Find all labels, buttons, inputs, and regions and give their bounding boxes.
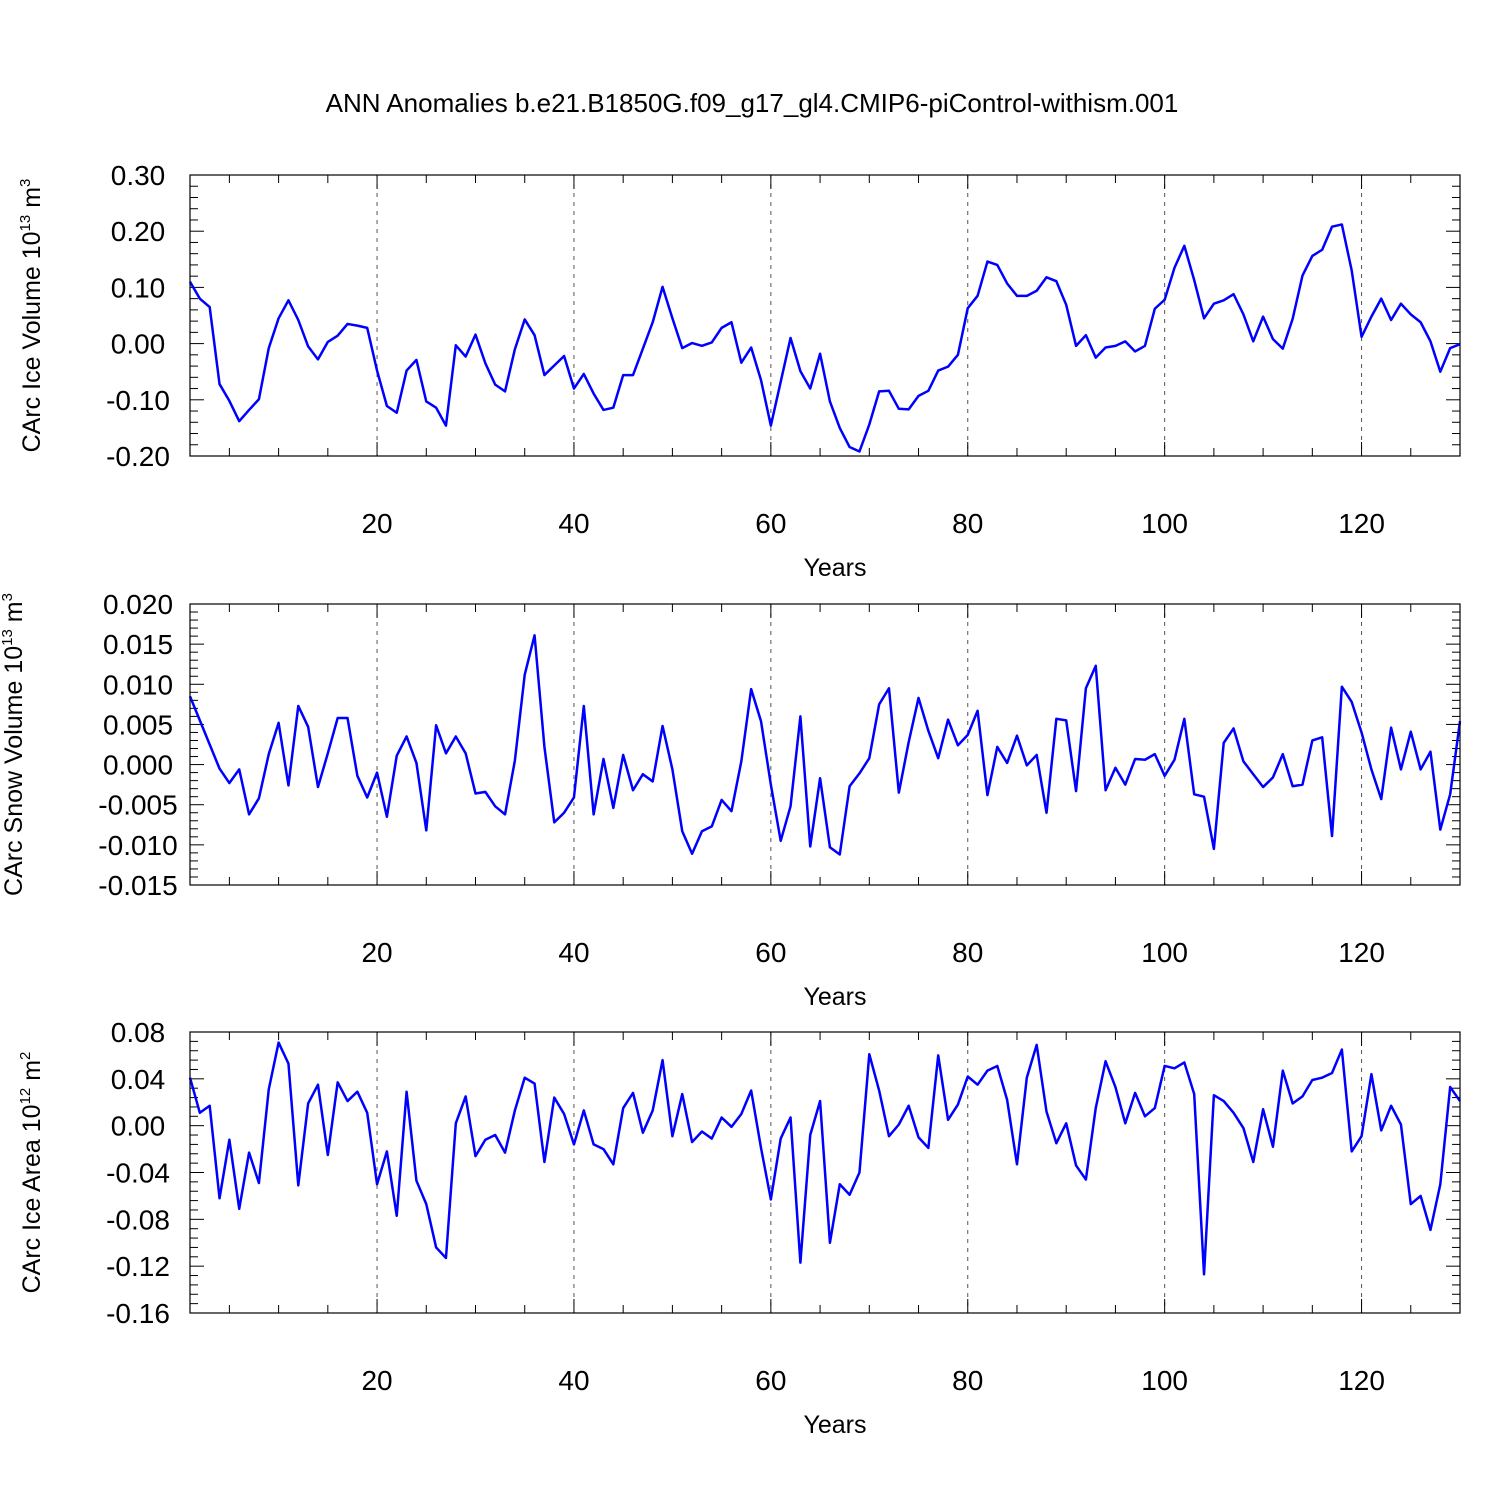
x-tick-label: 120 <box>1338 508 1385 539</box>
chart-panel-3: 0.08 0.04 0.00 -0.04 -0.08 -0.12 -0.16 20 40 60 80… <box>17 1017 1462 1439</box>
x-tick-label: 40 <box>558 508 589 539</box>
y-tick-label: 0.015 <box>103 629 173 660</box>
y-tick-label: -0.04 <box>106 1158 170 1189</box>
series-line <box>188 634 1462 856</box>
series-line <box>188 1041 1462 1276</box>
y-axis-title-part: CArc Ice Area 10 <box>18 1104 46 1293</box>
x-tick-label: 100 <box>1141 937 1188 968</box>
y-tick-label: -0.08 <box>106 1204 170 1235</box>
y-tick-label: 0.00 <box>111 1111 166 1142</box>
y-axis-title-part: CArc Ice Volume 10 <box>18 231 46 452</box>
y-tick-label: 0.30 <box>111 160 166 191</box>
y-tick-label: 0.20 <box>111 216 166 247</box>
y-tick-label: -0.20 <box>106 441 170 472</box>
y-axis-title: CArc Snow Volume 1013 m3 <box>0 593 28 896</box>
x-tick-label: 100 <box>1141 1365 1188 1396</box>
y-tick-label: 0.00 <box>111 329 166 360</box>
y-axis-title: CArc Ice Area 1012 m2 <box>17 1052 46 1294</box>
y-tick-label: 0.04 <box>111 1064 166 1095</box>
x-tick-label: 100 <box>1141 508 1188 539</box>
x-axis-title: Years <box>803 554 866 582</box>
chart-panel-2: 0.020 0.015 0.010 0.005 0.000 -0.005 -0.010 -0.… <box>0 589 1462 1011</box>
y-tick-label: -0.010 <box>98 830 177 861</box>
plot-frame <box>189 603 1461 886</box>
x-tick-label: 80 <box>952 937 983 968</box>
x-tick-label: 120 <box>1338 1365 1385 1396</box>
x-tick-label: 20 <box>361 937 392 968</box>
y-tick-label: -0.015 <box>98 870 177 901</box>
y-axis-title-part: CArc Snow Volume 10 <box>0 646 28 896</box>
series-line <box>188 223 1461 453</box>
y-axis-title-superscript: 3 <box>17 179 34 187</box>
plot-frame <box>189 174 1461 457</box>
y-axis-title: CArc Ice Volume 1013 m3 <box>17 179 46 453</box>
y-tick-label: 0.10 <box>111 272 166 303</box>
page-title: ANN Anomalies b.e21.B1850G.f09_g17_gl4.C… <box>326 88 1179 118</box>
x-axis-title: Years <box>803 983 866 1011</box>
y-axis-title-superscript: 3 <box>0 593 16 601</box>
x-tick-label: 80 <box>952 1365 983 1396</box>
x-tick-label: 60 <box>755 508 786 539</box>
y-axis-title-superscript: 13 <box>0 629 16 646</box>
y-tick-label: 0.010 <box>103 669 173 700</box>
y-axis-title-part: m <box>18 187 46 215</box>
y-axis-title-part: m <box>0 601 28 629</box>
y-axis-title-superscript: 12 <box>17 1088 34 1105</box>
x-tick-label: 120 <box>1338 937 1385 968</box>
y-axis-title-superscript: 2 <box>17 1052 34 1060</box>
x-tick-label: 60 <box>755 937 786 968</box>
x-tick-label: 40 <box>558 1365 589 1396</box>
y-tick-label: -0.16 <box>106 1298 170 1329</box>
y-tick-label: 0.08 <box>111 1017 166 1048</box>
x-tick-label: 20 <box>361 508 392 539</box>
y-tick-label: -0.12 <box>106 1251 170 1282</box>
y-tick-label: 0.005 <box>103 709 173 740</box>
y-tick-label: -0.10 <box>106 385 170 416</box>
x-tick-label: 20 <box>361 1365 392 1396</box>
x-axis-title: Years <box>803 1411 866 1439</box>
x-tick-label: 80 <box>952 508 983 539</box>
y-tick-label: 0.020 <box>103 589 173 620</box>
chart-panel-1: 0.30 0.20 0.10 0.00 -0.10 -0.20 20 40 60 80 100 120… <box>17 160 1461 582</box>
x-tick-label: 60 <box>755 1365 786 1396</box>
y-axis-title-superscript: 13 <box>17 215 34 232</box>
y-axis-title-part: m <box>18 1060 46 1088</box>
plot-frame <box>189 1031 1461 1314</box>
y-tick-label: 0.000 <box>103 750 173 781</box>
x-tick-label: 40 <box>558 937 589 968</box>
y-tick-label: -0.005 <box>98 790 177 821</box>
